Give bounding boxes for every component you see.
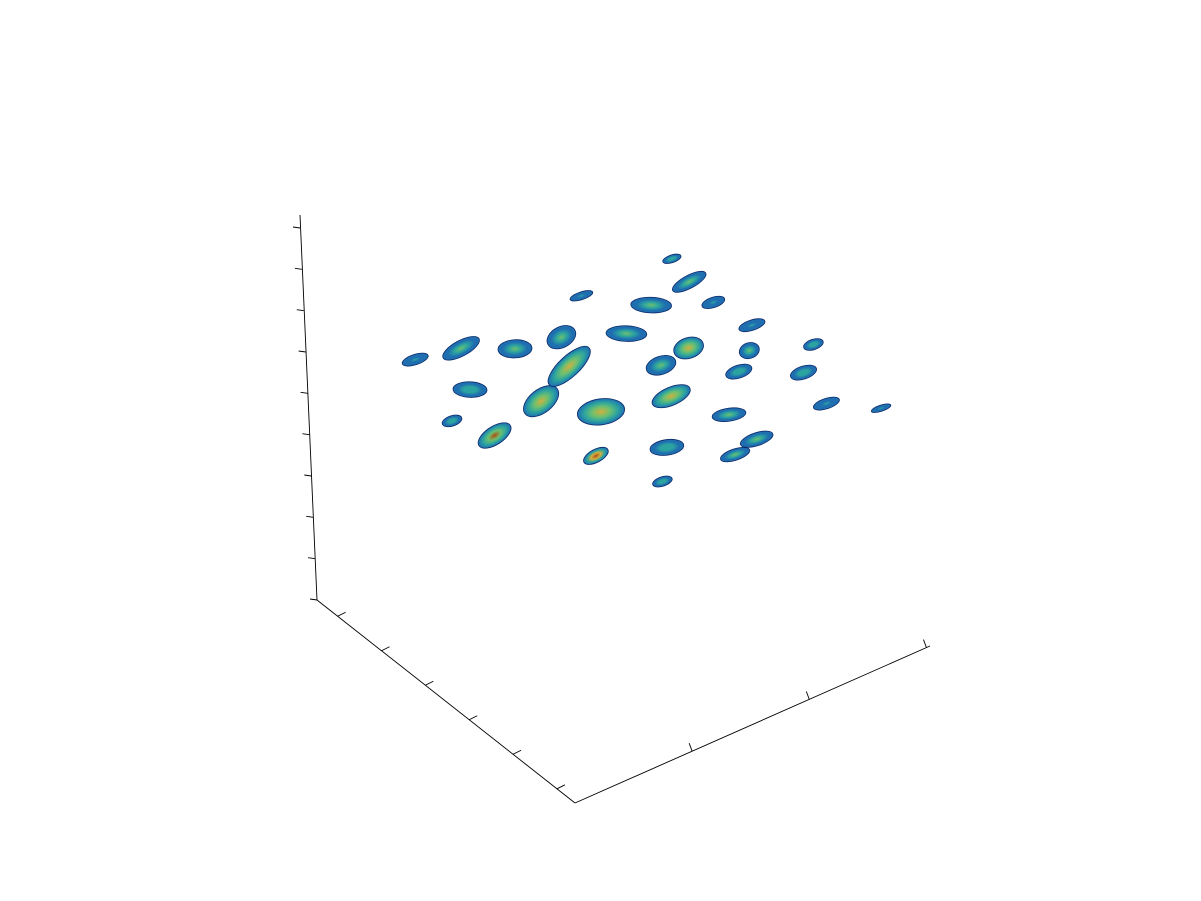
surface-blob — [630, 296, 672, 314]
surface-group — [401, 253, 892, 488]
surface-blob — [740, 430, 774, 448]
surface-blob — [477, 422, 512, 449]
y-axis-tick — [512, 749, 522, 755]
surface-blob — [652, 475, 673, 488]
surface-blob — [569, 290, 594, 302]
surface-blob — [523, 385, 560, 418]
surface-blob — [803, 338, 824, 351]
y-axis-line — [316, 599, 576, 804]
surface-blob — [401, 352, 429, 367]
surface-blob — [442, 336, 480, 361]
surface-blob — [452, 381, 488, 398]
surface-blob — [583, 446, 609, 465]
surface-blob — [672, 270, 707, 293]
y-axis-tick — [337, 611, 346, 617]
x-axis-line — [574, 645, 931, 804]
z-axis-tick — [308, 557, 316, 560]
surface-blob — [645, 355, 677, 376]
surface-blob — [738, 342, 760, 360]
z-axis-line — [299, 214, 318, 601]
x-axis-tick — [688, 743, 693, 752]
z-axis-tick — [298, 350, 306, 353]
y-axis-tick — [381, 646, 390, 652]
z-axis-tick — [296, 309, 304, 312]
surface-blob — [720, 447, 751, 463]
y-axis-tick — [425, 680, 434, 686]
x-axis-tick — [923, 639, 927, 648]
surface-blob — [870, 403, 892, 413]
y-axis-tick — [556, 784, 566, 790]
surface-blob — [711, 407, 747, 422]
z-axis-tick — [294, 267, 302, 270]
surface-blob — [790, 364, 817, 381]
surface-blob — [576, 398, 626, 426]
surface-blob — [497, 339, 533, 359]
surface-blob — [673, 336, 704, 360]
z-axis-tick — [304, 474, 312, 477]
z-axis-tick — [302, 433, 310, 436]
surface-blob — [701, 295, 726, 309]
surface-blob — [662, 253, 682, 264]
y-axis-tick — [469, 715, 478, 721]
surface-blob — [546, 325, 577, 350]
surface-blob — [651, 384, 691, 409]
surface-blob — [441, 414, 463, 428]
z-axis-tick — [309, 598, 318, 601]
z-axis-tick — [292, 226, 301, 229]
surface-blob — [605, 325, 648, 342]
z-axis-tick — [300, 391, 308, 394]
surface-blob — [649, 438, 685, 456]
surface-blob — [812, 396, 840, 411]
surface-blob — [725, 363, 753, 380]
surface-blob — [547, 345, 591, 387]
axes-group — [292, 214, 931, 804]
x-axis-tick — [805, 691, 810, 700]
surface-blob — [738, 318, 766, 333]
z-axis-tick — [306, 515, 314, 518]
